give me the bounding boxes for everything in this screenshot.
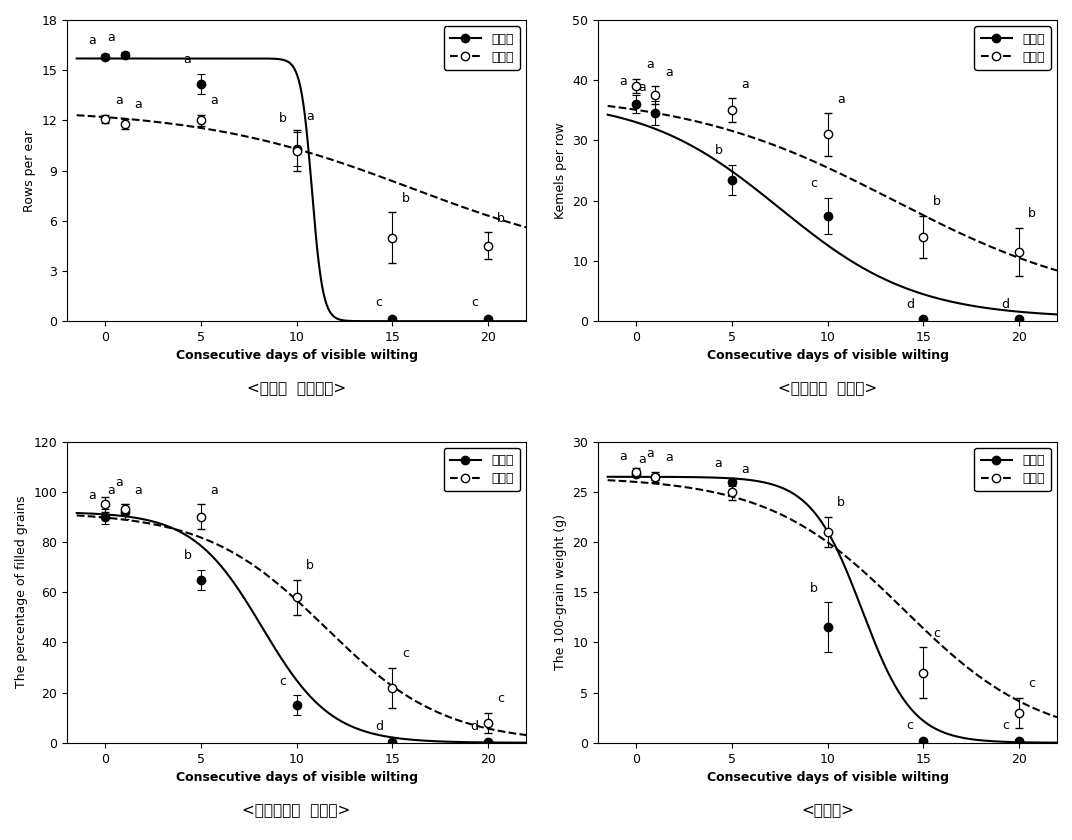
Legend: 광평옥, 일미찰: 광평옥, 일미찰: [444, 448, 520, 491]
Text: c: c: [375, 297, 383, 309]
Text: c: c: [906, 719, 913, 732]
Y-axis label: Rows per ear: Rows per ear: [23, 129, 36, 212]
Text: d: d: [906, 297, 913, 311]
Text: <백립중>: <백립중>: [801, 803, 854, 818]
Text: a: a: [837, 93, 845, 106]
Text: a: a: [742, 464, 749, 476]
Text: b: b: [1028, 207, 1036, 220]
Text: d: d: [471, 720, 478, 733]
Text: c: c: [1002, 719, 1009, 732]
Text: c: c: [280, 675, 286, 688]
Y-axis label: The 100-grain weight (g): The 100-grain weight (g): [554, 514, 567, 670]
Text: c: c: [497, 692, 505, 705]
Text: a: a: [134, 484, 142, 496]
Text: b: b: [933, 195, 940, 208]
X-axis label: Consecutive days of visible wilting: Consecutive days of visible wilting: [706, 771, 949, 784]
Text: a: a: [665, 451, 673, 465]
Text: a: a: [645, 59, 654, 71]
Text: c: c: [402, 647, 410, 660]
Text: a: a: [183, 53, 192, 66]
Text: c: c: [933, 627, 940, 640]
Text: b: b: [715, 144, 723, 157]
Y-axis label: Kemels per row: Kemels per row: [554, 123, 567, 219]
Text: <종실줄당  종실수>: <종실줄당 종실수>: [778, 381, 877, 396]
Text: <이삭당  종실줄수>: <이삭당 종실줄수>: [247, 381, 346, 396]
Text: a: a: [715, 457, 723, 470]
Legend: 광평옥, 일미찰: 광평옥, 일미찰: [444, 26, 520, 70]
Text: a: a: [88, 34, 95, 47]
Text: d: d: [375, 720, 383, 733]
Text: a: a: [307, 110, 314, 123]
Text: b: b: [497, 212, 505, 225]
Text: a: a: [210, 94, 219, 107]
Text: c: c: [810, 177, 818, 190]
Text: a: a: [638, 454, 646, 466]
Text: a: a: [134, 98, 142, 111]
Text: a: a: [620, 450, 627, 463]
Text: b: b: [280, 112, 287, 124]
Text: <등숙종실의  결실률>: <등숙종실의 결실률>: [242, 803, 351, 818]
Text: a: a: [115, 476, 122, 490]
Text: a: a: [115, 94, 122, 107]
Text: a: a: [107, 484, 115, 496]
Text: b: b: [810, 582, 818, 595]
Text: a: a: [665, 66, 673, 79]
Text: a: a: [638, 81, 646, 94]
X-axis label: Consecutive days of visible wilting: Consecutive days of visible wilting: [176, 771, 418, 784]
Text: b: b: [402, 192, 410, 205]
X-axis label: Consecutive days of visible wilting: Consecutive days of visible wilting: [176, 349, 418, 362]
Text: c: c: [1029, 677, 1036, 690]
X-axis label: Consecutive days of visible wilting: Consecutive days of visible wilting: [706, 349, 949, 362]
Text: a: a: [107, 31, 115, 45]
Text: d: d: [1001, 297, 1010, 311]
Text: a: a: [620, 75, 627, 87]
Text: b: b: [837, 496, 845, 509]
Text: a: a: [210, 484, 219, 496]
Legend: 광평옥, 일미찰: 광평옥, 일미찰: [974, 26, 1051, 70]
Legend: 광평옥, 일미찰: 광평옥, 일미찰: [974, 448, 1051, 491]
Text: a: a: [645, 447, 654, 460]
Text: c: c: [471, 297, 478, 309]
Text: a: a: [88, 489, 95, 501]
Text: b: b: [183, 549, 192, 562]
Y-axis label: The percentage of filled grains: The percentage of filled grains: [15, 496, 28, 689]
Text: a: a: [742, 78, 749, 91]
Text: b: b: [306, 559, 314, 572]
